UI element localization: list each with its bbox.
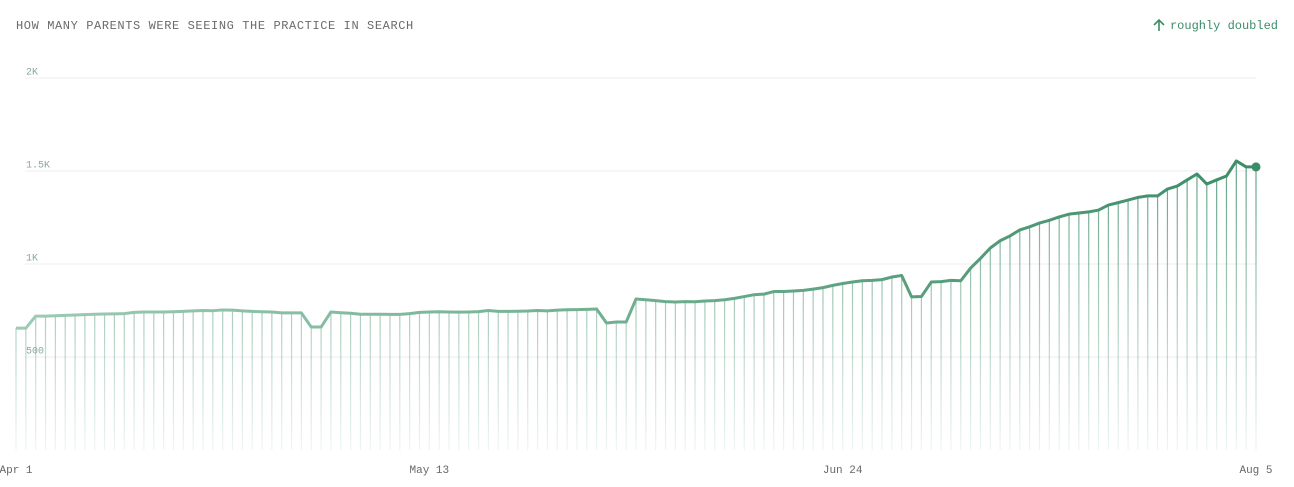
plot-area: 500 1K 1.5K 2K Apr 1 May 13 Jun 24 Aug 5 <box>0 68 1273 477</box>
end-point <box>1251 162 1261 172</box>
y-tick-label: 1K <box>26 254 38 265</box>
x-tick-label: May 13 <box>410 465 450 477</box>
y-tick-label: 500 <box>26 347 44 358</box>
line <box>16 159 1256 330</box>
y-tick-label: 1.5K <box>26 161 50 172</box>
chart-title: HOW MANY PARENTS WERE SEEING THE PRACTIC… <box>16 19 414 33</box>
y-tick-label: 2K <box>26 68 38 79</box>
x-tick-label: Jun 24 <box>823 465 863 477</box>
annotation: roughly doubled <box>1170 19 1278 33</box>
x-tick-label: Apr 1 <box>0 465 33 477</box>
up-arrow-icon <box>1153 18 1165 31</box>
x-tick-label: Aug 5 <box>1239 465 1272 477</box>
